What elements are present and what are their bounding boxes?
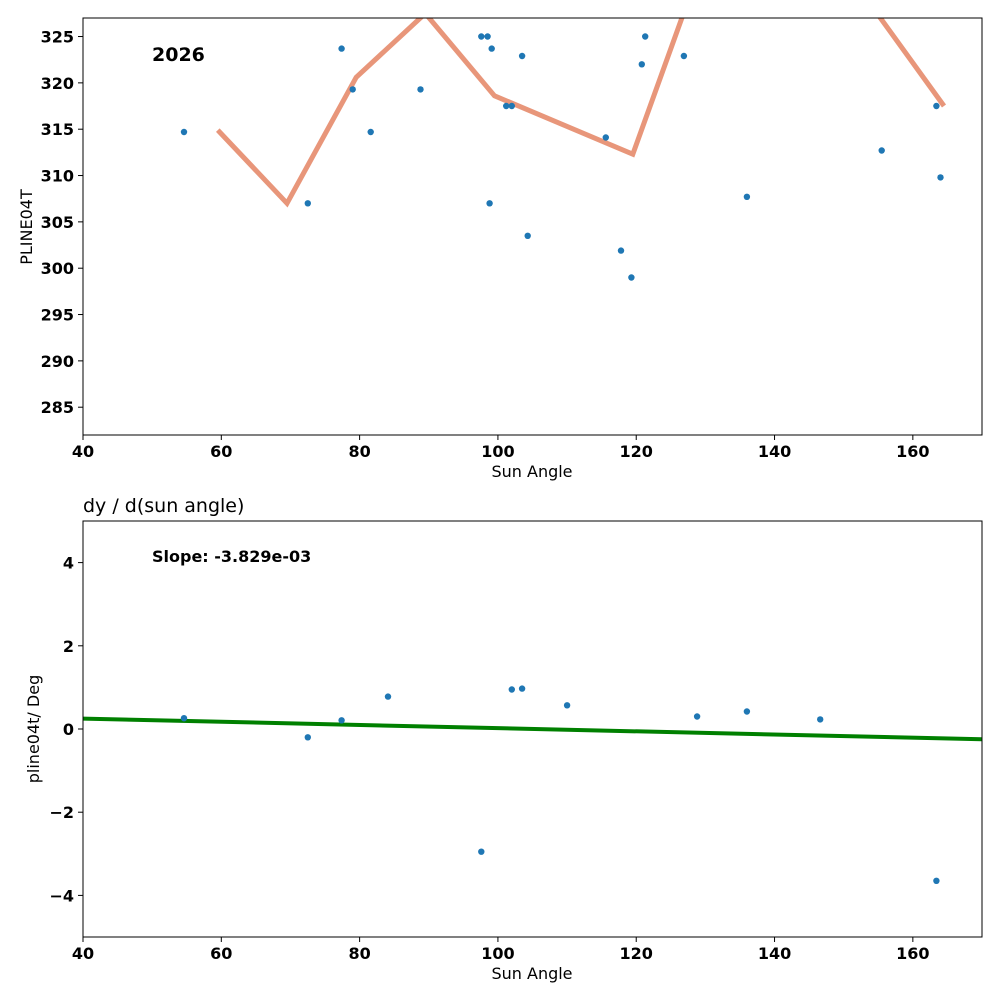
- bottom-data-point: [693, 713, 701, 720]
- top-x-axis-label: Sun Angle: [491, 462, 572, 481]
- bottom-x-tick-label: 160: [896, 944, 929, 963]
- bottom-annotation: Slope: -3.829e-03: [152, 547, 311, 566]
- top-data-point: [349, 86, 356, 93]
- top-y-tick-label: 325: [41, 28, 74, 47]
- bottom-data-point: [508, 686, 515, 693]
- top-x-tick-label: 40: [72, 442, 94, 461]
- bottom-data-point: [180, 715, 188, 722]
- bottom-y-axis-label: pline04t/ Deg: [24, 675, 43, 783]
- top-y-tick-label: 315: [41, 120, 74, 139]
- bottom-data-point: [563, 702, 571, 709]
- bottom-x-tick-label: 80: [348, 944, 370, 963]
- top-y-axis-label: PLINE04T: [17, 189, 36, 265]
- bottom-data-point: [478, 848, 485, 855]
- top-y-tick-label: 320: [41, 74, 74, 93]
- bottom-data-point: [338, 717, 345, 724]
- top-data-point: [933, 102, 940, 110]
- top-y-tick-label: 290: [41, 352, 74, 371]
- bottom-y-tick-label: 2: [63, 637, 74, 656]
- top-x-tick-label: 120: [620, 442, 653, 461]
- bottom-x-tick-label: 40: [72, 944, 94, 963]
- top-data-point: [180, 128, 188, 136]
- bottom-x-tick-label: 140: [758, 944, 791, 963]
- top-y-tick-label: 295: [41, 306, 74, 325]
- top-data-point: [503, 102, 510, 110]
- bottom-data-point: [817, 716, 824, 723]
- bottom-plot-frame: [82, 520, 983, 938]
- bottom-data-point: [743, 708, 751, 715]
- bottom-x-tick-label: 100: [481, 944, 514, 963]
- top-y-tick-label: 305: [41, 213, 74, 232]
- top-y-tick-label: 310: [41, 167, 74, 186]
- top-data-point: [602, 134, 609, 141]
- top-data-point: [338, 45, 345, 52]
- top-x-tick-label: 80: [348, 442, 370, 461]
- top-x-tick-label: 60: [210, 442, 232, 461]
- top-annotation: 2026: [152, 44, 205, 66]
- bottom-data-point: [933, 877, 940, 884]
- top-data-point: [478, 33, 485, 40]
- top-data-point: [508, 102, 515, 110]
- top-data-point: [642, 33, 649, 40]
- top-data-point: [518, 52, 526, 60]
- bottom-y-tick-label: −4: [49, 886, 74, 905]
- top-y-tick-label: 300: [41, 259, 74, 278]
- top-x-tick-label: 160: [896, 442, 929, 461]
- top-data-point: [367, 128, 374, 136]
- top-axis-ticks: 40 60 80 100 120 140 160 285 290 295 300 305 310 315 3…: [41, 28, 930, 461]
- bottom-y-tick-label: 4: [63, 554, 74, 573]
- top-panel: 40 60 80 100 120 140 160 285 290 295 300 305 310 315 3…: [17, 17, 983, 481]
- bottom-x-axis-label: Sun Angle: [491, 964, 572, 983]
- top-data-point: [743, 193, 751, 200]
- bottom-y-tick-label: −2: [49, 803, 74, 822]
- top-data-point: [304, 200, 311, 207]
- top-smoothed-line: [215, 18, 947, 208]
- top-data-point: [524, 232, 531, 239]
- top-scatter-points: [180, 33, 944, 281]
- top-data-point: [488, 45, 495, 52]
- top-data-point: [937, 174, 944, 181]
- top-data-point: [638, 61, 645, 68]
- bottom-fit-line: [83, 716, 982, 742]
- top-data-point: [417, 86, 424, 93]
- top-plot-frame: [82, 17, 983, 436]
- bottom-series-line: [83, 716, 982, 742]
- bottom-data-point: [304, 734, 311, 741]
- top-x-tick-label: 140: [758, 442, 791, 461]
- top-data-point: [617, 247, 625, 254]
- top-data-point: [680, 52, 688, 60]
- bottom-panel: dy / d(sun angle) 40 60 80 100 120 140 160−4−2…: [24, 495, 983, 983]
- top-data-point: [484, 33, 491, 40]
- bottom-title: dy / d(sun angle): [83, 495, 244, 517]
- bottom-data-point: [384, 693, 392, 700]
- bottom-data-point: [518, 685, 526, 692]
- bottom-axis-ticks: 40 60 80 100 120 140 160 −4 −2 0 2 4: [49, 554, 929, 963]
- top-data-point: [628, 274, 635, 281]
- top-series-line: [215, 18, 947, 208]
- top-y-tick-label: 285: [41, 398, 74, 417]
- top-x-tick-label: 100: [481, 442, 514, 461]
- top-data-point: [878, 147, 885, 154]
- top-data-point: [486, 200, 493, 207]
- bottom-x-tick-label: 60: [210, 944, 232, 963]
- bottom-scatter-points: [180, 685, 940, 884]
- bottom-y-tick-label: 0: [63, 720, 74, 739]
- bottom-x-tick-label: 120: [620, 944, 653, 963]
